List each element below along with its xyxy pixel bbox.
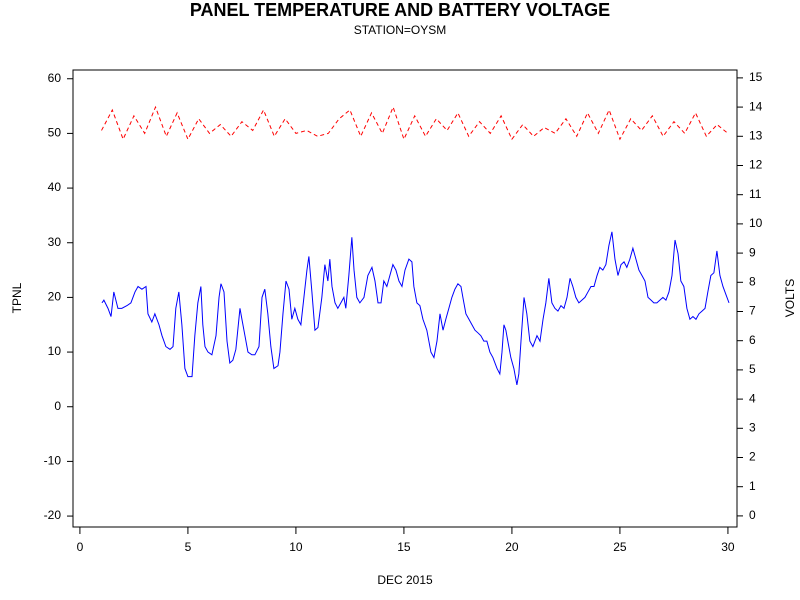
y2-tick-label: 10 — [749, 216, 763, 230]
y2-tick-label: 8 — [749, 274, 756, 288]
x-tick-label: 10 — [289, 540, 303, 554]
y2-tick-label: 11 — [749, 187, 762, 201]
y-tick-label: 60 — [48, 71, 62, 85]
y2-tick-label: 9 — [749, 245, 756, 259]
y2-tick-label: 4 — [749, 391, 756, 405]
y-tick-label: 30 — [48, 235, 62, 249]
y2-tick-label: 6 — [749, 333, 756, 347]
y-tick-label: 50 — [48, 126, 62, 140]
series-line — [101, 231, 730, 385]
y2-tick-label: 12 — [749, 158, 763, 172]
x-tick-label: 20 — [505, 540, 519, 554]
y-tick-label: -20 — [44, 508, 62, 522]
x-tick-label: 5 — [185, 540, 192, 554]
y2-tick-label: 2 — [749, 450, 756, 464]
chart-title: PANEL TEMPERATURE AND BATTERY VOLTAGE — [190, 0, 610, 20]
plot-frame — [72, 69, 738, 528]
y2-tick-label: 3 — [749, 420, 756, 434]
y-tick-label: -10 — [44, 454, 62, 468]
y-axis-label: TPNL — [10, 282, 24, 313]
chart-subtitle: STATION=OYSM — [354, 23, 447, 37]
y-tick-label: 20 — [48, 290, 62, 304]
y-tick-label: 40 — [48, 180, 62, 194]
y2-tick-label: 5 — [749, 362, 756, 376]
x-tick-label: 15 — [397, 540, 411, 554]
y-tick-label: 0 — [54, 399, 61, 413]
y2-tick-label: 15 — [749, 70, 763, 84]
y2-tick-label: 14 — [749, 99, 763, 113]
x-axis-label: DEC 2015 — [377, 573, 433, 587]
x-tick-label: 25 — [613, 540, 627, 554]
y2-axis-label: VOLTS — [783, 279, 797, 317]
x-tick-label: 0 — [77, 540, 84, 554]
y2-tick-label: 0 — [749, 508, 756, 522]
y2-tick-label: 1 — [749, 479, 756, 493]
y2-tick-label: 13 — [749, 128, 763, 142]
y-tick-label: 10 — [48, 344, 62, 358]
y2-tick-label: 7 — [749, 304, 756, 318]
x-tick-label: 30 — [721, 540, 735, 554]
series-line — [101, 105, 729, 141]
